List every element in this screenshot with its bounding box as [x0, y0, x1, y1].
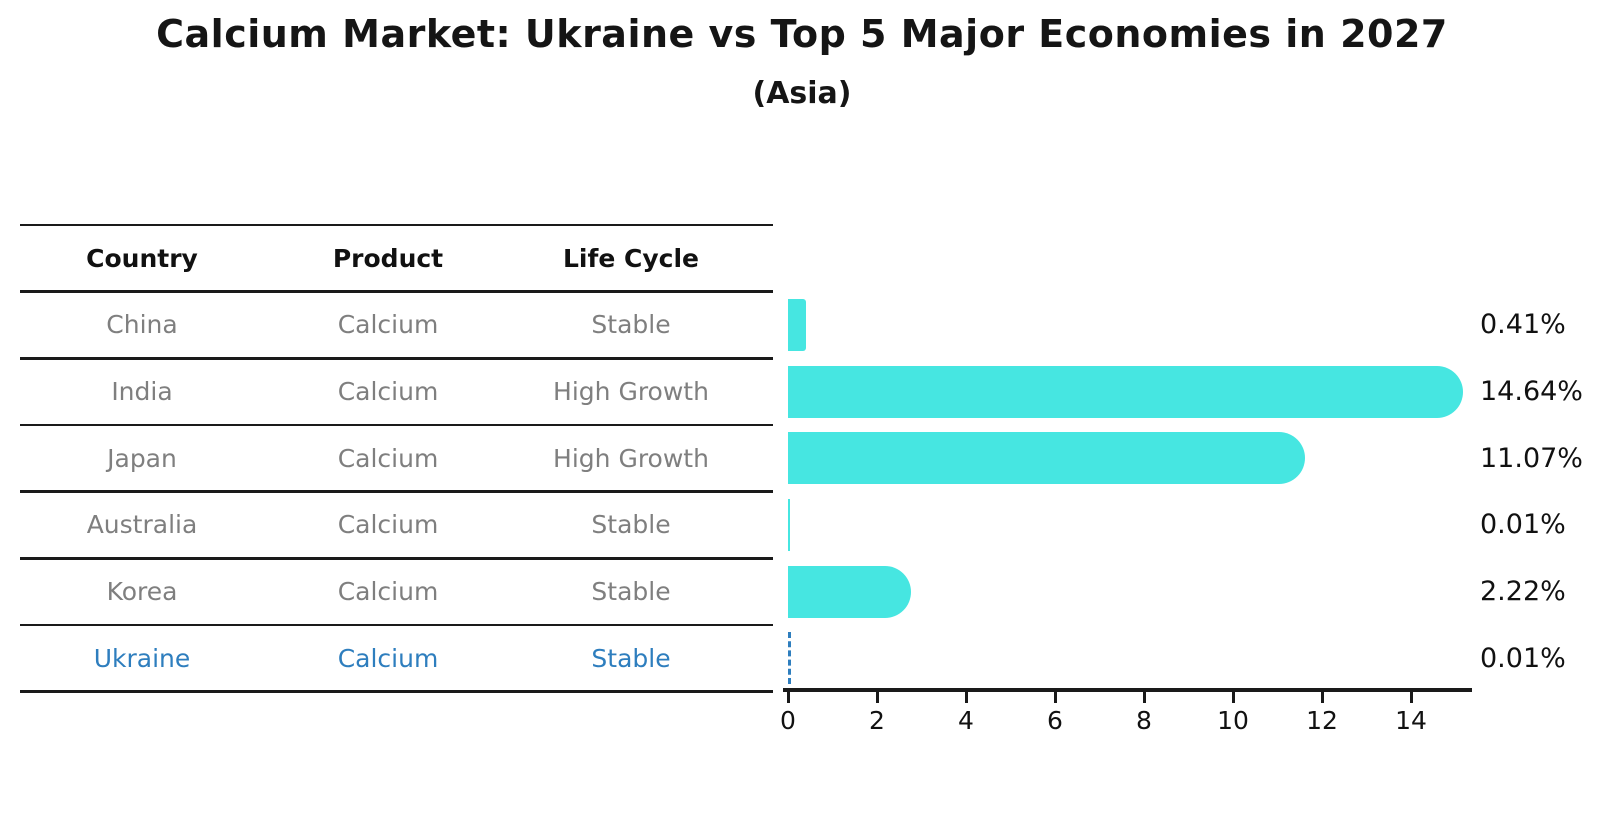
value-label: 0.41%	[1480, 309, 1566, 341]
x-axis-tick	[964, 691, 968, 703]
table-header-product: Product	[332, 243, 444, 273]
table-divider	[20, 223, 773, 227]
table-divider	[20, 423, 773, 427]
chart-title: Calcium Market: Ukraine vs Top 5 Major E…	[156, 12, 1448, 56]
x-axis-tick-label: 14	[1395, 706, 1427, 735]
table-cell-life_cycle: Stable	[591, 310, 671, 340]
table-header-life_cycle: Life Cycle	[562, 243, 700, 273]
table-cell-country: Japan	[107, 443, 177, 473]
bar-japan	[788, 432, 1305, 485]
value-label: 0.01%	[1480, 509, 1566, 541]
table-divider	[20, 690, 773, 693]
x-axis-tick-label: 8	[1136, 706, 1152, 735]
chart-subtitle: (Asia)	[752, 76, 852, 111]
bar-korea	[788, 565, 911, 618]
x-axis-tick	[1409, 691, 1413, 703]
table-divider	[20, 290, 773, 293]
table-cell-life_cycle: High Growth	[553, 377, 709, 407]
table-cell-life_cycle: Stable	[591, 643, 671, 673]
table-cell-product: Calcium	[337, 377, 439, 407]
table-cell-country: China	[106, 310, 178, 340]
x-axis-tick	[1053, 691, 1057, 703]
x-axis-tick-label: 4	[958, 706, 974, 735]
x-axis-tick	[1320, 691, 1324, 703]
table-cell-life_cycle: Stable	[591, 510, 671, 540]
value-label: 14.64%	[1480, 376, 1583, 408]
table-cell-life_cycle: Stable	[591, 577, 671, 607]
table-cell-product: Calcium	[337, 310, 439, 340]
table-cell-product: Calcium	[337, 510, 439, 540]
x-axis-tick	[1231, 691, 1235, 703]
bar-ukraine	[788, 632, 791, 685]
table-divider	[20, 490, 773, 493]
x-axis-tick-label: 6	[1047, 706, 1063, 735]
table-cell-life_cycle: High Growth	[553, 443, 709, 473]
table-divider	[20, 557, 773, 560]
x-axis-tick	[875, 691, 879, 703]
table-cell-product: Calcium	[337, 443, 439, 473]
table-header-country: Country	[86, 243, 198, 273]
x-axis-tick-label: 12	[1306, 706, 1338, 735]
x-axis-tick-label: 0	[780, 706, 796, 735]
table-cell-country: Australia	[86, 510, 198, 540]
table-cell-product: Calcium	[337, 577, 439, 607]
table-cell-product: Calcium	[337, 643, 439, 673]
bar-china	[788, 298, 807, 351]
table-cell-country: Korea	[106, 577, 178, 607]
table-cell-country: India	[111, 377, 173, 407]
value-label: 0.01%	[1480, 642, 1566, 674]
table-divider	[20, 623, 773, 627]
table-divider	[20, 357, 773, 360]
x-axis-line	[783, 688, 1472, 692]
x-axis-tick-label: 2	[869, 706, 885, 735]
x-axis-tick	[786, 691, 790, 703]
bar-australia	[788, 498, 790, 551]
x-axis-tick	[1142, 691, 1146, 703]
value-label: 11.07%	[1480, 442, 1583, 474]
bar-india	[788, 365, 1464, 418]
x-axis-tick-label: 10	[1217, 706, 1249, 735]
table-cell-country: Ukraine	[93, 643, 191, 673]
value-label: 2.22%	[1480, 576, 1566, 608]
